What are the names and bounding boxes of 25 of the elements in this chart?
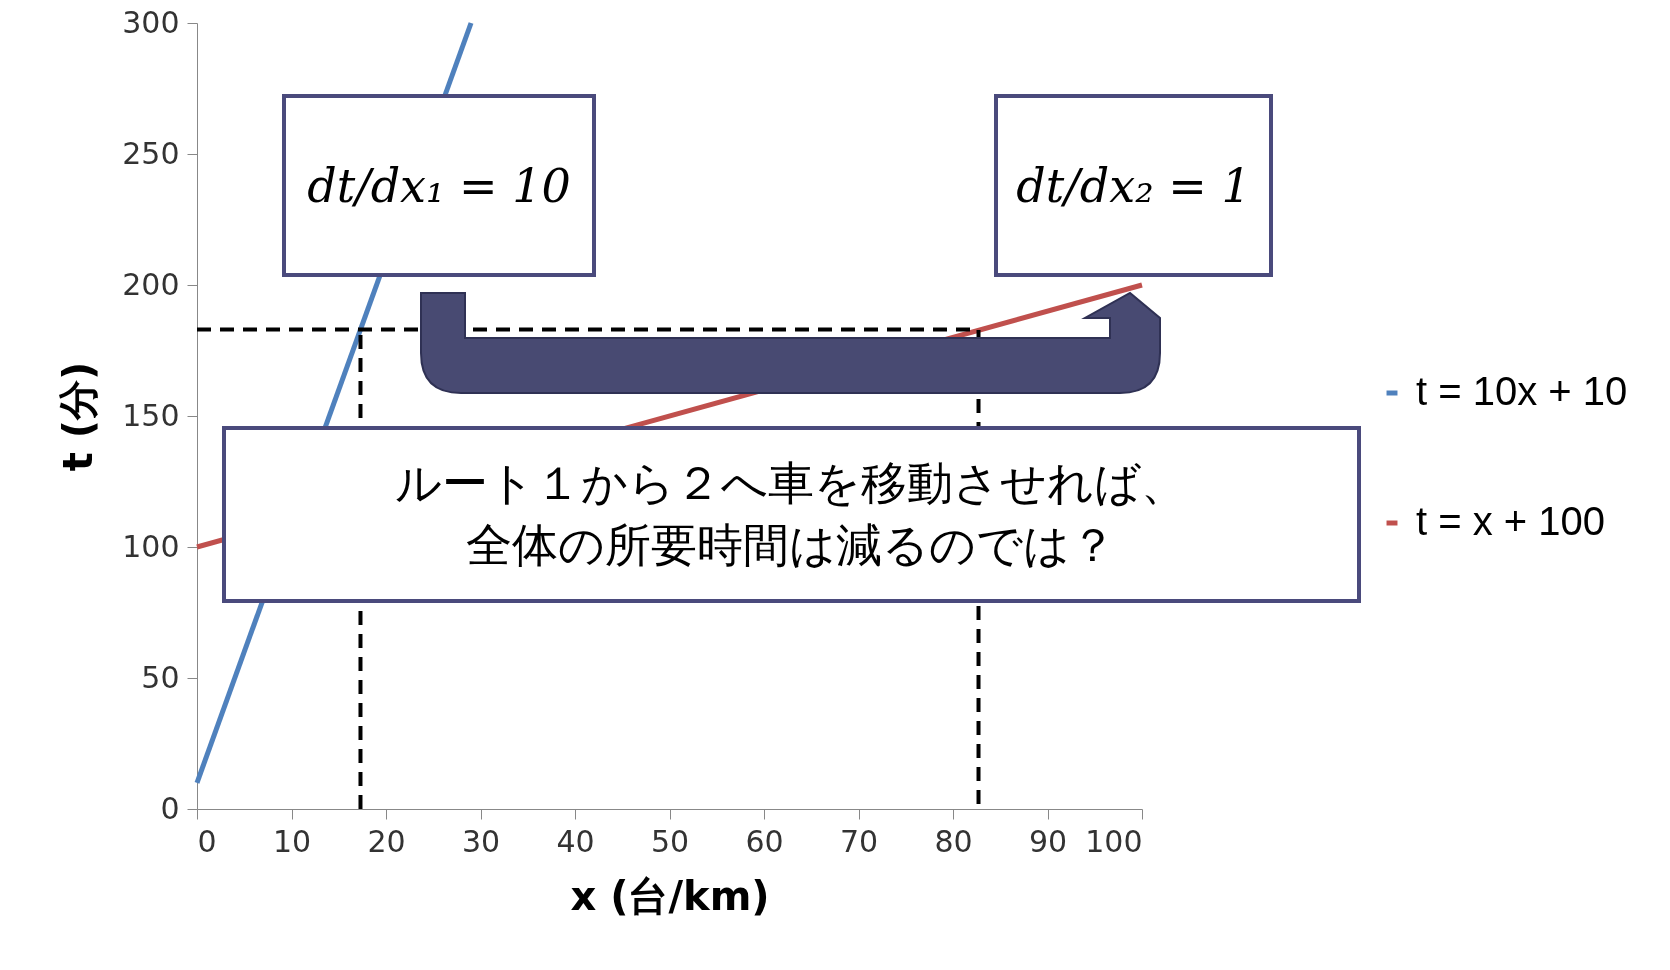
x-tick-label: 70 (839, 823, 879, 859)
annotation: ルート１から２へ車を移動させれば、全体の所要時間は減るのでは？ (394, 454, 1189, 574)
y-axis-title: t (分) (55, 361, 102, 472)
y-tick-label: 100 (122, 528, 180, 564)
annotation: dt/dx₂ = 1 (1016, 158, 1251, 213)
x-tick-label: 30 (461, 823, 501, 859)
x-tick-label: 40 (556, 823, 595, 859)
x-tick-label: 10 (272, 823, 312, 859)
y-tick-label: 0 (160, 790, 180, 826)
y-tick-label: 250 (122, 135, 180, 171)
x-tick-label: 80 (934, 823, 973, 859)
x-tick-label: 20 (367, 823, 406, 859)
x-tick-label: 50 (650, 823, 690, 859)
y-tick-label: 50 (141, 659, 180, 695)
legend-label: t = x + 100 (1416, 499, 1606, 543)
x-tick-label: 90 (1028, 823, 1068, 859)
x-tick-label: 0 (197, 823, 217, 859)
y-tick-label: 300 (122, 4, 180, 40)
y-tick-label: 150 (122, 397, 180, 433)
legend-label: t = 10x + 10 (1416, 369, 1628, 413)
y-tick-label: 200 (122, 266, 180, 302)
x-tick-label: 60 (745, 823, 784, 859)
x-tick-label: 100 (1085, 823, 1143, 859)
annotation: dt/dx₁ = 10 (307, 158, 571, 213)
x-axis-title: x (台/km) (570, 872, 770, 919)
